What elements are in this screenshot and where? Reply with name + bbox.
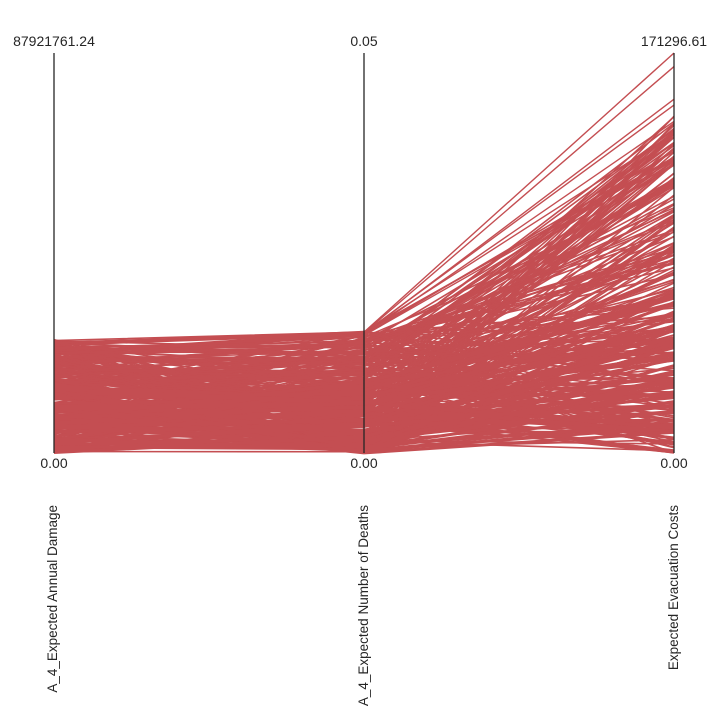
axis-3-min-label: 0.00 — [660, 455, 687, 471]
axes — [53, 53, 675, 453]
axis-1-max-label: 87921761.24 — [13, 33, 95, 49]
axis-1-min-label: 0.00 — [40, 455, 67, 471]
axis-2-max-label: 0.05 — [350, 33, 377, 49]
axis-titles: A_4_Expected Annual Damage A_4_Expected … — [45, 505, 681, 706]
axis-1-title: A_4_Expected Annual Damage — [45, 505, 60, 693]
axis-2-title: A_4_Expected Number of Deaths — [356, 505, 371, 706]
axis-2-min-label: 0.00 — [350, 455, 377, 471]
tick-labels: 87921761.24 0.05 171296.61 0.00 0.00 0.0… — [13, 33, 707, 471]
axis-3-title: Expected Evacuation Costs — [666, 505, 681, 670]
axis-3-max-label: 171296.61 — [641, 33, 707, 49]
